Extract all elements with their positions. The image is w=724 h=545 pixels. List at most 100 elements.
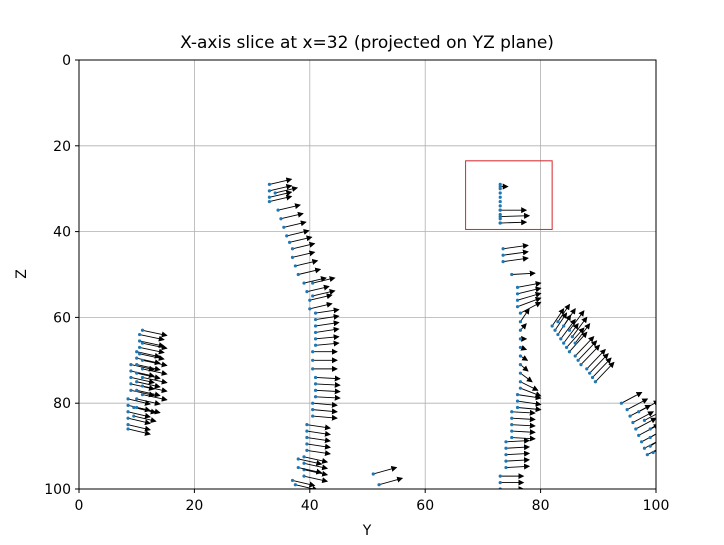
data-point [302,281,306,285]
data-point [135,371,139,375]
quiver-arrow [139,334,165,342]
quiver-arrow [511,416,536,423]
quiver-arrow [139,346,165,355]
quiver-arrow [136,357,161,366]
data-point [305,423,309,427]
quiver-arrow [574,323,591,344]
quiver-arrow [373,466,398,475]
quiver-arrow [130,377,155,385]
quiver-arrow [269,183,293,192]
quiver-arrow [142,342,168,351]
quiver-arrow [303,462,329,471]
data-point [290,255,295,259]
data-point [498,474,502,478]
data-point [308,307,312,311]
data-point [504,459,508,463]
data-point [126,416,130,420]
data-point [642,446,647,450]
data-point [140,393,145,397]
y-tick-label: 40 [53,225,71,241]
data-point [132,414,136,418]
data-point [579,362,583,367]
data-point [498,191,502,195]
data-point [648,427,652,431]
data-point [302,474,306,478]
data-point [567,328,572,332]
x-tick-label: 0 [75,498,84,514]
data-point [504,453,508,457]
quiver-arrow [127,424,151,432]
data-point [377,483,381,487]
quiver-arrow [312,401,338,408]
data-point [576,358,580,362]
quiver-arrow [632,411,654,423]
data-point [311,408,315,412]
data-point [515,285,520,289]
quiver-arrow [312,276,336,284]
data-point [267,182,272,187]
data-point [313,375,318,380]
data-point [311,358,315,362]
quiver-arrow [142,385,168,394]
quiver-arrow [306,424,331,431]
quiver-arrow [503,249,529,256]
data-point [518,345,523,350]
quiver-arrow [286,228,310,237]
data-point [651,450,655,455]
data-point [515,399,520,403]
quiver-arrow [298,458,323,466]
quiver-arrow [136,364,161,372]
y-axis-ticks: 0 20 40 60 80 100 [44,53,79,498]
data-point [510,429,514,433]
quiver-arrow [303,456,329,464]
data-point [559,337,563,341]
data-point [129,369,133,373]
quiver-arrow [649,441,656,447]
quiver-arrow [298,467,323,475]
data-point [313,330,318,335]
data-point [135,388,139,392]
quiver-arrow [517,400,542,407]
quiver-arrow [500,219,528,226]
quiver-arrow [621,392,643,404]
data-point [126,403,130,407]
quiver-arrow [136,407,161,415]
quiver-arrow [306,284,330,293]
quiver-arrow [511,422,536,429]
data-point [311,367,315,371]
data-point [140,341,145,345]
data-point [129,362,133,367]
data-point [518,320,523,324]
data-point [290,478,295,483]
data-point [518,328,523,332]
data-point [140,328,145,332]
data-point [573,354,577,358]
data-point [498,199,502,204]
quiver-arrow [554,312,568,331]
data-point [550,324,554,328]
data-point [311,281,315,285]
data-point [498,208,502,212]
grid-lines [78,59,657,490]
quiver-arrow [560,318,576,340]
quiver-arrow [139,353,165,361]
data-point [556,332,560,337]
data-point [129,382,133,386]
data-point [305,429,309,433]
data-point [290,247,295,251]
quiver-arrow [309,293,333,301]
quiver-arrow [505,450,531,457]
quiver-arrow [647,449,656,456]
data-point [296,272,300,277]
data-point [293,264,297,268]
quiver-arrow [292,479,316,488]
data-point [590,375,595,380]
data-point [510,435,514,440]
data-point [637,410,641,414]
data-point [637,433,641,437]
data-point [267,189,272,193]
data-point [515,405,520,410]
x-axis-label: Y [362,523,372,539]
data-point [288,240,292,244]
quiver-arrow [649,424,656,430]
